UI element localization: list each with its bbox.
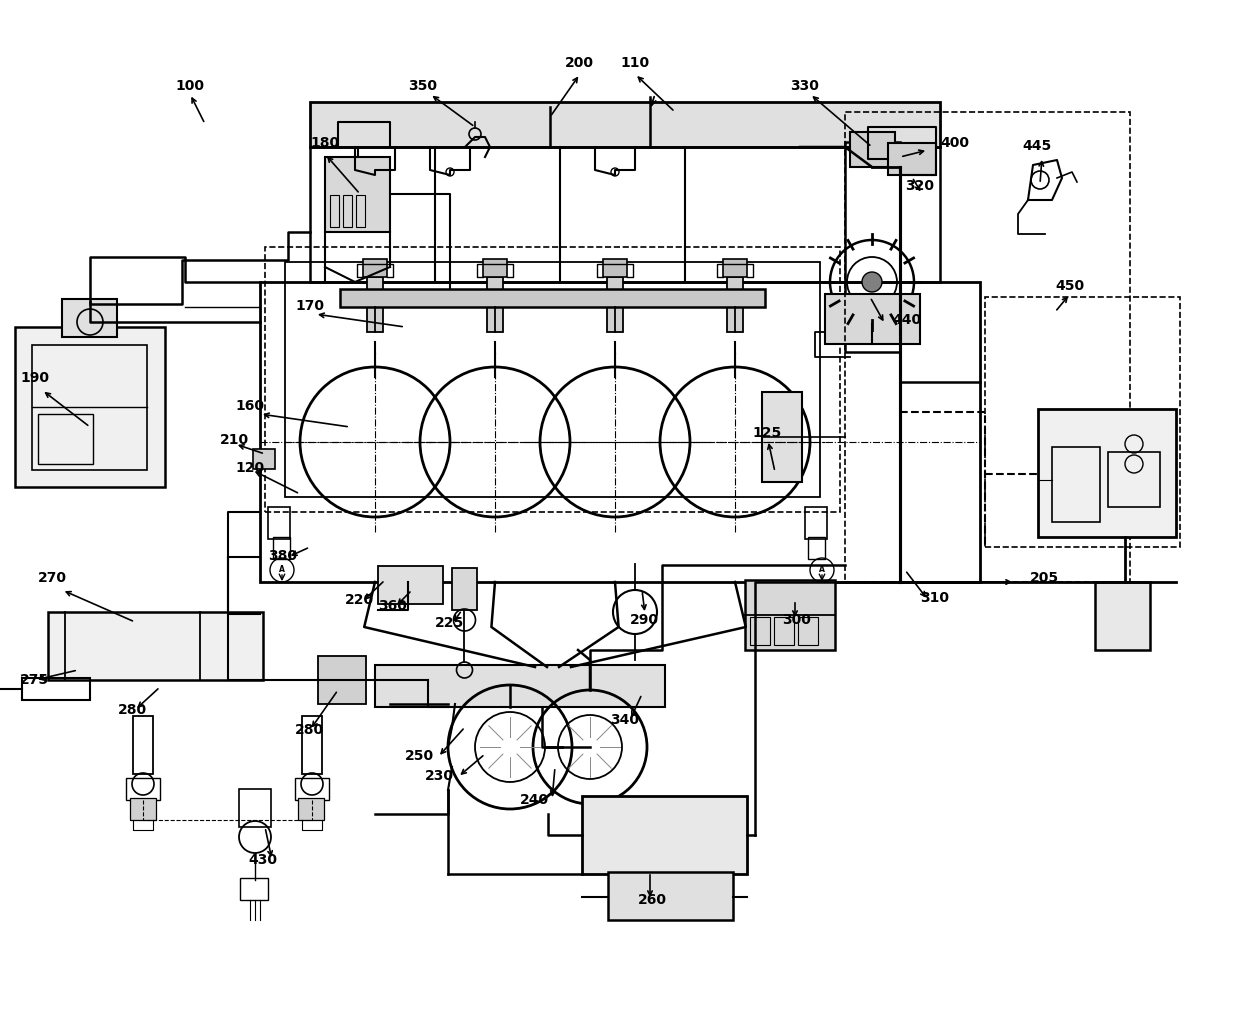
Bar	[325, 157, 391, 232]
Text: 190: 190	[20, 370, 50, 385]
Bar	[22, 678, 91, 700]
Bar	[340, 289, 765, 307]
Bar	[799, 617, 818, 645]
Text: 280: 280	[295, 723, 324, 737]
Bar	[608, 277, 622, 332]
Bar	[363, 259, 387, 277]
Bar	[374, 665, 665, 707]
Text: 210: 210	[219, 433, 249, 447]
Bar	[484, 259, 507, 277]
Bar	[303, 716, 322, 774]
Bar	[1095, 582, 1149, 650]
Bar	[126, 778, 160, 800]
Bar	[745, 580, 835, 650]
Text: 270: 270	[38, 571, 67, 585]
Bar	[38, 414, 93, 464]
Bar	[310, 102, 940, 147]
Text: 125: 125	[751, 426, 781, 440]
Text: 290: 290	[630, 613, 658, 627]
Bar	[888, 143, 936, 175]
Bar	[273, 537, 290, 559]
Bar	[260, 282, 980, 582]
Bar	[763, 392, 802, 482]
Text: 400: 400	[940, 136, 968, 150]
Bar	[265, 247, 839, 512]
Bar	[378, 566, 443, 604]
Bar	[330, 195, 339, 227]
Bar	[298, 798, 324, 820]
Text: 160: 160	[236, 399, 264, 413]
Text: 200: 200	[565, 56, 594, 70]
Text: 260: 260	[639, 893, 667, 907]
Text: 280: 280	[118, 703, 148, 717]
Bar	[849, 132, 895, 167]
Bar	[750, 617, 770, 645]
Bar	[808, 537, 825, 559]
Text: 430: 430	[248, 853, 277, 867]
Bar	[805, 507, 827, 539]
Bar	[723, 259, 746, 277]
Bar	[608, 872, 733, 920]
Text: 230: 230	[425, 769, 454, 783]
Bar	[1038, 409, 1176, 537]
Bar	[285, 262, 820, 497]
Text: 340: 340	[610, 713, 639, 727]
Bar	[268, 507, 290, 539]
Bar	[985, 297, 1180, 547]
Bar	[603, 259, 627, 277]
Bar	[48, 612, 263, 680]
Text: 320: 320	[905, 179, 934, 193]
Text: 445: 445	[1022, 139, 1052, 153]
Text: 310: 310	[920, 591, 949, 605]
Bar	[582, 796, 746, 874]
Text: 110: 110	[620, 56, 649, 70]
Text: A: A	[279, 566, 285, 575]
Bar	[241, 878, 268, 900]
Bar	[1109, 452, 1159, 507]
Text: 330: 330	[790, 79, 818, 93]
Bar	[453, 568, 477, 610]
Text: A: A	[820, 566, 825, 575]
Bar	[727, 277, 743, 332]
Circle shape	[862, 272, 882, 292]
Bar	[825, 294, 920, 344]
Bar	[317, 656, 366, 704]
Bar	[15, 327, 165, 487]
Text: 170: 170	[295, 299, 324, 313]
Bar	[130, 798, 156, 820]
Text: 120: 120	[236, 461, 264, 475]
Text: 300: 300	[782, 613, 811, 627]
Bar	[774, 617, 794, 645]
Text: 350: 350	[408, 79, 436, 93]
Text: 440: 440	[892, 313, 921, 327]
Text: 380: 380	[268, 549, 298, 563]
Bar	[487, 277, 503, 332]
Bar	[356, 195, 365, 227]
Bar	[310, 147, 940, 282]
Text: 450: 450	[1055, 279, 1084, 293]
Text: 360: 360	[378, 599, 407, 613]
Text: 100: 100	[175, 79, 205, 93]
Bar	[253, 449, 275, 469]
Text: 240: 240	[520, 793, 549, 807]
Bar	[62, 299, 117, 337]
Text: 180: 180	[310, 136, 339, 150]
Bar	[343, 195, 352, 227]
Bar	[239, 789, 272, 827]
Bar	[1052, 447, 1100, 522]
Bar	[367, 277, 383, 332]
Bar	[844, 112, 1130, 582]
Bar	[844, 142, 900, 352]
Bar	[295, 778, 329, 800]
Bar	[133, 716, 153, 774]
Text: 205: 205	[1030, 571, 1059, 585]
Text: 250: 250	[405, 749, 434, 763]
Text: 225: 225	[435, 616, 464, 630]
Text: 275: 275	[20, 673, 50, 687]
Bar	[32, 345, 148, 470]
Text: 220: 220	[345, 593, 374, 607]
